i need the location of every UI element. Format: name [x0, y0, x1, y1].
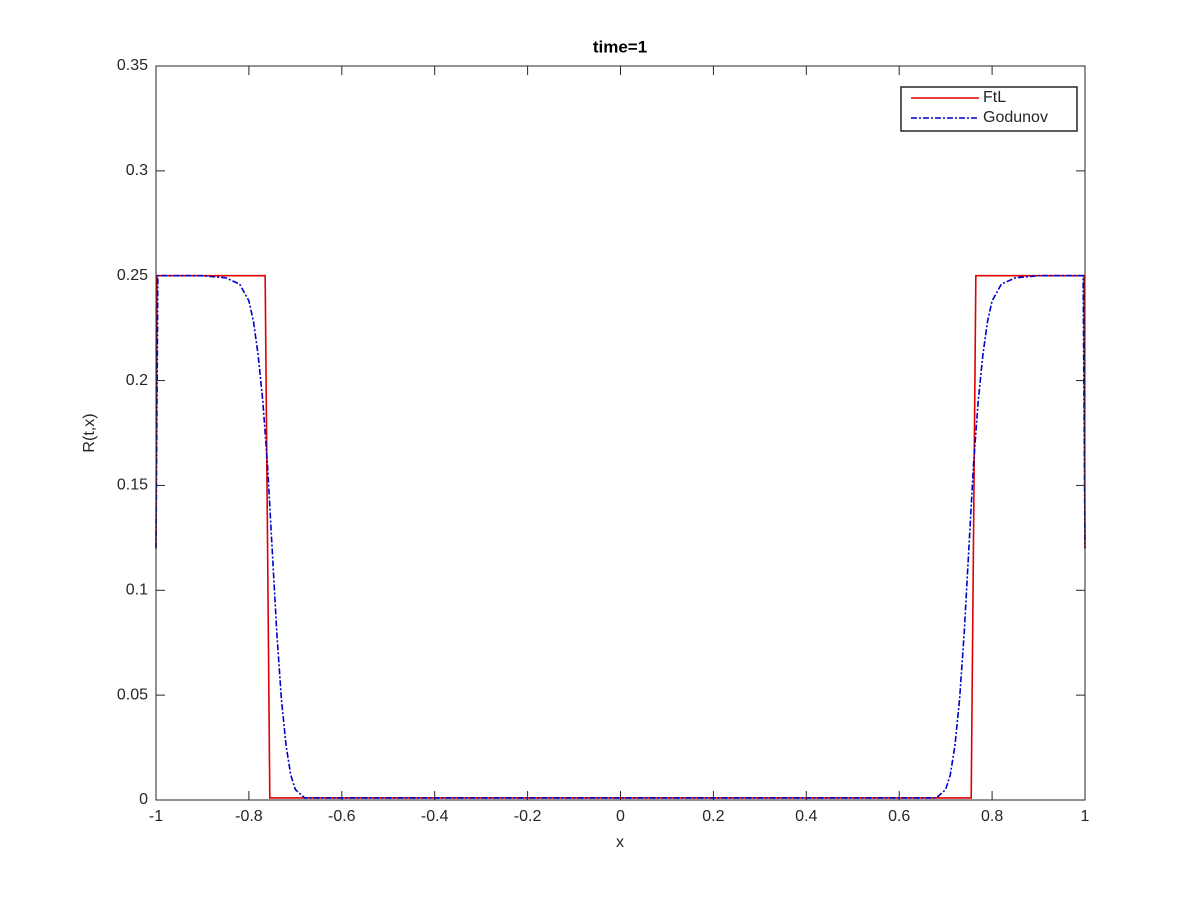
x-tick-label: -0.4: [421, 808, 449, 825]
y-tick-label: 0.35: [117, 57, 148, 74]
y-axis-label: R(t,x): [81, 413, 98, 452]
x-tick-label: 0.2: [702, 808, 724, 825]
y-tick-label: 0.1: [126, 582, 148, 599]
legend-box: [900, 86, 1078, 132]
chart-title: time=1: [593, 37, 647, 56]
x-axis-label: x: [616, 834, 624, 851]
x-tick-label: 1: [1081, 808, 1090, 825]
y-tick-label: 0.05: [117, 686, 148, 703]
y-tick-label: 0.25: [117, 267, 148, 284]
y-tick-label: 0.15: [117, 477, 148, 494]
x-tick-label: 0.8: [981, 808, 1003, 825]
x-tick-label: 0.4: [795, 808, 817, 825]
x-tick-label: -0.6: [328, 808, 356, 825]
plot-frame: [155, 65, 1086, 801]
y-tick-label: 0.3: [126, 162, 148, 179]
y-tick-label: 0: [139, 791, 148, 808]
y-tick-label: 0.2: [126, 372, 148, 389]
x-tick-label: -0.8: [235, 808, 263, 825]
x-tick-label: 0: [616, 808, 625, 825]
x-tick-label: 0.6: [888, 808, 910, 825]
x-tick-label: -1: [149, 808, 163, 825]
legend-label: Godunov: [983, 109, 1048, 126]
legend-label: FtL: [983, 89, 1006, 106]
series-line: [155, 274, 1086, 799]
x-tick-label: -0.2: [514, 808, 542, 825]
